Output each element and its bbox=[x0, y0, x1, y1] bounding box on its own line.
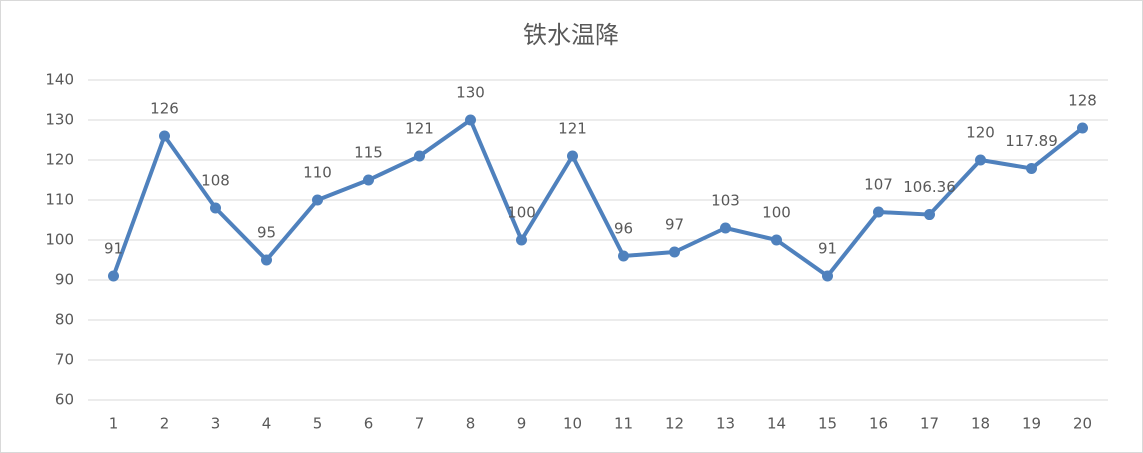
y-tick-label: 90 bbox=[55, 271, 74, 289]
data-point bbox=[465, 114, 476, 126]
data-point bbox=[1077, 122, 1088, 134]
x-tick-label: 10 bbox=[563, 415, 582, 433]
data-label: 100 bbox=[762, 204, 791, 222]
y-tick-label: 120 bbox=[45, 151, 74, 169]
data-line bbox=[111, 118, 1084, 278]
x-tick-label: 20 bbox=[1073, 415, 1092, 433]
x-tick-label: 7 bbox=[415, 415, 425, 433]
data-label: 120 bbox=[966, 124, 995, 142]
data-point bbox=[363, 174, 374, 186]
data-point bbox=[924, 209, 935, 221]
y-tick-label: 60 bbox=[55, 391, 74, 409]
data-point bbox=[618, 250, 629, 262]
x-tick-label: 8 bbox=[466, 415, 476, 433]
data-point bbox=[210, 202, 221, 214]
data-point bbox=[159, 130, 170, 142]
x-tick-label: 19 bbox=[1022, 415, 1041, 433]
data-label: 97 bbox=[665, 216, 684, 234]
y-tick-label: 140 bbox=[45, 71, 74, 89]
data-point bbox=[873, 206, 884, 218]
data-point bbox=[822, 270, 833, 282]
x-tick-label: 13 bbox=[716, 415, 735, 433]
data-label: 121 bbox=[558, 120, 587, 138]
data-label: 91 bbox=[818, 240, 837, 258]
data-point bbox=[720, 222, 731, 234]
x-tick-label: 16 bbox=[869, 415, 888, 433]
x-tick-label: 6 bbox=[364, 415, 374, 433]
data-point bbox=[567, 150, 578, 162]
data-label: 130 bbox=[456, 84, 485, 102]
x-tick-label: 12 bbox=[665, 415, 684, 433]
x-tick-label: 2 bbox=[160, 415, 170, 433]
data-label: 103 bbox=[711, 192, 740, 210]
data-label: 107 bbox=[864, 176, 893, 194]
data-point bbox=[261, 254, 272, 266]
x-tick-label: 1 bbox=[109, 415, 119, 433]
x-tick-label: 11 bbox=[614, 415, 633, 433]
x-tick-label: 15 bbox=[818, 415, 837, 433]
data-point bbox=[669, 246, 680, 258]
x-tick-label: 5 bbox=[313, 415, 323, 433]
x-tick-label: 18 bbox=[971, 415, 990, 433]
data-point bbox=[771, 234, 782, 246]
data-label: 95 bbox=[257, 224, 276, 242]
x-tick-label: 14 bbox=[767, 415, 786, 433]
data-point bbox=[312, 194, 323, 206]
data-point bbox=[975, 154, 986, 166]
data-label: 115 bbox=[354, 144, 383, 162]
y-tick-label: 130 bbox=[45, 111, 74, 129]
x-tick-label: 4 bbox=[262, 415, 272, 433]
data-point bbox=[414, 150, 425, 162]
x-tick-label: 9 bbox=[517, 415, 527, 433]
data-label: 96 bbox=[614, 220, 633, 238]
data-label: 91 bbox=[104, 240, 123, 258]
x-tick-label: 17 bbox=[920, 415, 939, 433]
data-label: 106.36 bbox=[903, 178, 956, 196]
y-tick-label: 70 bbox=[55, 351, 74, 369]
chart-title: 铁水温降 bbox=[523, 21, 619, 49]
y-tick-label: 110 bbox=[45, 191, 74, 209]
y-tick-label: 100 bbox=[45, 231, 74, 249]
data-label: 108 bbox=[201, 172, 230, 190]
data-label: 110 bbox=[303, 164, 332, 182]
data-label: 117.89 bbox=[1005, 132, 1058, 150]
data-point bbox=[108, 270, 119, 282]
data-label: 126 bbox=[150, 100, 179, 118]
data-label: 121 bbox=[405, 120, 434, 138]
data-point bbox=[1026, 162, 1037, 174]
data-label: 100 bbox=[507, 204, 536, 222]
data-point bbox=[516, 234, 527, 246]
x-tick-label: 3 bbox=[211, 415, 221, 433]
y-tick-label: 80 bbox=[55, 311, 74, 329]
data-label: 128 bbox=[1068, 92, 1097, 110]
